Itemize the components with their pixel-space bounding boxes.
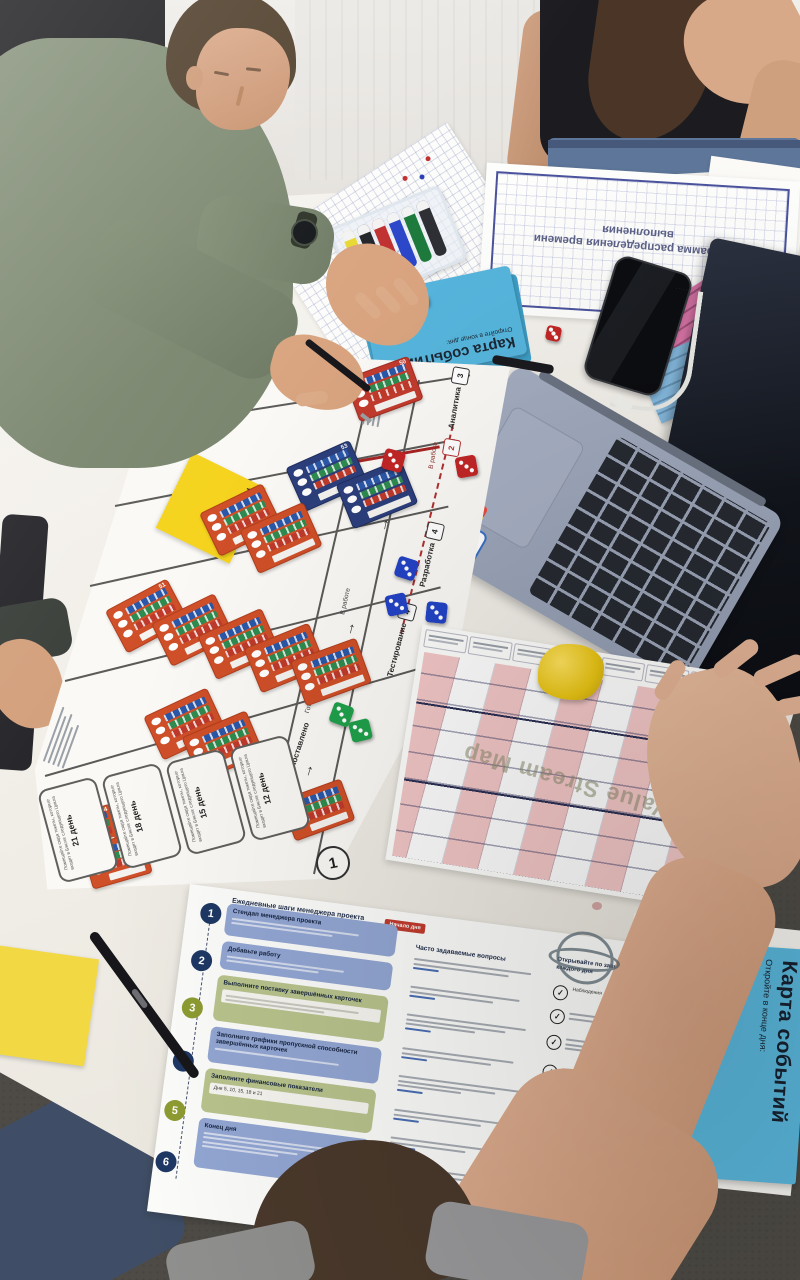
step-circle-3: 3 [180,996,205,1020]
plot-dot-blue [418,173,426,181]
vsm-header-cell [423,629,469,654]
skin-mark [592,902,602,910]
column-label: Аналитика [446,386,463,430]
step-circle-2: 2 [189,948,214,973]
plot-dot-red2 [424,155,432,163]
check-icon: ✓ [549,1009,565,1025]
step-circle-6: 6 [154,1149,178,1174]
vsm-header-cell [467,636,513,661]
plot-dot-red [401,174,409,182]
checklist-label: Наблюдения [572,986,603,997]
faq-item [396,1074,526,1107]
wip-limit-analytics: 3 [450,365,470,386]
crumpled-paper-ball [538,644,604,700]
column-label: Разработка [417,541,437,588]
wristwatch [291,219,318,246]
check-icon: ✓ [546,1034,562,1050]
wip-limit-expedite: 2 [441,438,461,458]
step-circle-1: 1 [199,901,223,926]
standing-person-belt [548,140,800,148]
check-icon: ✓ [552,985,569,1001]
die-blue [384,592,409,617]
faq-item [409,985,537,1014]
wip-limit-development: 4 [424,521,445,542]
die-red [454,454,479,479]
man-ear [186,66,203,90]
vsm-header-cell [600,657,646,682]
die-blue [424,600,449,625]
column-label: Тестирование [384,621,408,678]
ticket-number: 50 [398,359,408,367]
yellow-sticky-pad [0,945,100,1067]
faq-item [401,1047,529,1075]
faq-item [404,1013,534,1045]
man-face [196,28,290,130]
